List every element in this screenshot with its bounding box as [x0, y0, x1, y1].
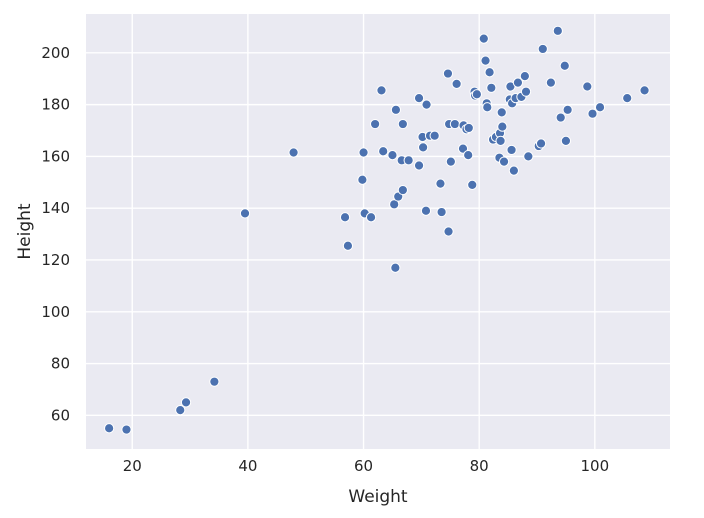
data-point — [555, 112, 566, 123]
data-point — [497, 121, 508, 132]
x-tick-label: 40 — [238, 457, 257, 475]
data-point — [443, 226, 454, 237]
data-point — [387, 150, 398, 161]
x-tick-labels: 20 40 60 80 100 — [123, 457, 609, 475]
data-point — [378, 146, 389, 157]
data-point — [365, 212, 377, 223]
y-tick-label: 100 — [41, 303, 70, 321]
data-point — [389, 199, 400, 210]
data-points — [104, 25, 650, 435]
data-point — [545, 77, 556, 88]
x-tick-label: 80 — [470, 457, 489, 475]
y-axis-label: Height — [15, 203, 35, 260]
y-tick-label: 60 — [51, 406, 70, 424]
y-tick-label: 200 — [41, 44, 70, 62]
data-point — [376, 85, 387, 96]
data-point — [435, 178, 446, 189]
data-point — [209, 376, 220, 387]
data-point — [342, 240, 354, 251]
data-point — [357, 174, 368, 185]
data-point — [463, 150, 474, 161]
data-point — [358, 147, 369, 158]
data-point — [418, 142, 429, 153]
plot-area — [86, 14, 670, 449]
data-point — [467, 179, 478, 190]
data-point — [390, 104, 402, 115]
data-point — [480, 55, 491, 66]
data-point — [496, 107, 507, 118]
data-point — [436, 206, 447, 218]
data-point — [463, 122, 474, 134]
x-tick-label: 100 — [581, 457, 610, 475]
data-point — [471, 89, 482, 100]
data-point — [403, 155, 414, 166]
data-point — [288, 147, 299, 158]
y-tick-label: 180 — [41, 96, 70, 114]
data-point — [560, 135, 572, 146]
data-point — [506, 144, 517, 156]
data-point — [451, 78, 462, 90]
data-point — [175, 405, 186, 416]
data-point — [484, 67, 495, 78]
data-point — [104, 423, 115, 434]
data-point — [413, 93, 425, 104]
data-point — [594, 102, 606, 113]
y-tick-labels: 60 80 100 120 140 160 180 200 — [41, 44, 70, 425]
data-point — [508, 165, 519, 176]
data-point — [390, 262, 401, 273]
data-point — [486, 82, 497, 93]
data-point — [639, 85, 650, 96]
data-point — [622, 93, 633, 104]
data-point — [420, 205, 432, 216]
data-point — [559, 60, 570, 71]
grid-lines — [86, 14, 670, 449]
data-point — [562, 104, 573, 115]
x-tick-label: 20 — [123, 457, 142, 475]
data-point — [121, 424, 132, 435]
x-axis-label: Weight — [348, 487, 408, 507]
data-point — [535, 138, 547, 149]
data-point — [498, 156, 510, 167]
data-point — [180, 397, 192, 408]
y-tick-label: 160 — [41, 147, 70, 165]
data-point — [495, 135, 506, 146]
data-point — [413, 160, 425, 171]
data-point — [512, 77, 524, 88]
y-tick-label: 120 — [41, 251, 70, 269]
data-point — [429, 130, 440, 141]
data-point — [339, 212, 351, 223]
data-point — [523, 151, 534, 162]
data-point — [442, 68, 454, 79]
data-point — [397, 184, 408, 196]
y-tick-label: 140 — [41, 199, 70, 217]
data-point — [519, 71, 530, 82]
data-point — [478, 33, 489, 44]
data-point — [239, 208, 251, 219]
data-point — [537, 43, 548, 55]
data-point — [587, 108, 598, 119]
data-point — [397, 118, 408, 130]
data-point — [552, 25, 563, 36]
data-point — [449, 118, 461, 130]
data-point — [582, 81, 593, 92]
data-point — [421, 99, 432, 110]
data-point — [482, 102, 493, 113]
data-point — [370, 118, 381, 130]
y-tick-label: 80 — [51, 355, 70, 373]
x-tick-label: 60 — [354, 457, 373, 475]
data-point — [445, 156, 456, 167]
data-point — [520, 86, 532, 97]
